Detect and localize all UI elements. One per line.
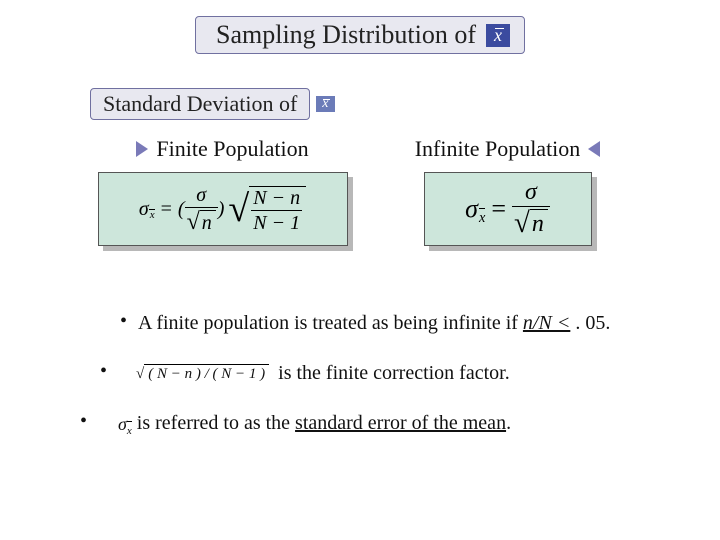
page-title-text: Sampling Distribution of: [216, 20, 476, 50]
col-title-infinite: Infinite Population: [415, 136, 581, 162]
fpc-den: N − 1: [251, 210, 302, 233]
subheader-pill: Standard Deviation of: [90, 88, 310, 120]
inline-radicand: ( N − n ) / ( N − 1 ): [144, 364, 269, 385]
frac-num-2: σ: [523, 180, 539, 206]
b3-sub: x: [127, 425, 132, 437]
inline-sigma-xbar: σx: [118, 413, 132, 436]
b2-text: is the finite correction factor.: [278, 362, 510, 384]
sqrt-n: √n: [187, 210, 216, 234]
b3-pre: is referred to as the: [137, 412, 295, 434]
formula-columns: Finite Population σx = ( σ √n ): [90, 136, 640, 246]
sqrt-fpc: √ N − n N − 1: [228, 186, 306, 233]
formula-finite-wrap: σx = ( σ √n ) √ N −: [98, 172, 348, 246]
sigma-xbar-lhs: σx: [139, 198, 155, 221]
page-title-row: Sampling Distribution of x: [0, 16, 720, 54]
equals-sign-2: =: [491, 194, 506, 224]
sigma-xbar-lhs-2: σx: [465, 194, 485, 224]
b3-term: standard error of the mean: [295, 412, 506, 434]
column-infinite: Infinite Population σx = σ √n: [375, 136, 640, 246]
page-title-pill: Sampling Distribution of x: [195, 16, 525, 54]
b3-post: .: [506, 412, 511, 434]
col-title-row-left: Finite Population: [136, 136, 308, 162]
subheader-row: Standard Deviation of x: [90, 88, 335, 120]
formula-infinite-wrap: σx = σ √n: [424, 172, 592, 246]
sigma-symbol: σ: [139, 198, 149, 220]
frac-num: σ: [194, 185, 208, 207]
frac-den: √n: [185, 207, 218, 234]
open-paren: (: [178, 198, 185, 221]
col-title-row-right: Infinite Population: [415, 136, 601, 162]
column-finite: Finite Population σx = ( σ √n ): [90, 136, 355, 246]
bullet-1-content: A finite population is treated as being …: [138, 310, 650, 336]
radicand-n: n: [200, 210, 216, 234]
bullet-dot-3: •: [80, 410, 118, 433]
frac-fpc: N − n N − 1: [251, 188, 302, 233]
col-title-finite: Finite Population: [156, 136, 308, 162]
sigma-symbol-2: σ: [465, 194, 478, 223]
b1-cond: n/N <: [523, 312, 570, 334]
bullet-3-content: σx is referred to as the standard error …: [118, 410, 650, 436]
formula-infinite: σx = σ √n: [424, 172, 592, 246]
bullet-2: • √( N − n ) / ( N − 1 ) is the finite c…: [100, 360, 650, 386]
bullet-3: • σx is referred to as the standard erro…: [80, 410, 650, 436]
xbar-chip-icon: x: [486, 24, 510, 47]
radicand-n-2: n: [530, 209, 548, 238]
triangle-right-icon: [136, 141, 148, 157]
bullet-1: • A finite population is treated as bein…: [120, 310, 650, 336]
xbar-small-icon: x: [316, 96, 334, 112]
bullet-2-content: √( N − n ) / ( N − 1 ) is the finite cor…: [132, 360, 650, 386]
triangle-left-icon: [588, 141, 600, 157]
frac-sigma-over-rootn: σ √n: [185, 185, 218, 234]
frac-infinite: σ √n: [512, 180, 550, 238]
subheader-text: Standard Deviation of: [103, 91, 297, 117]
bullet-dot: •: [120, 310, 138, 333]
bullet-dot-2: •: [100, 360, 132, 383]
close-paren: ): [218, 198, 225, 221]
b3-sigma: σ: [118, 414, 127, 434]
bullet-list: • A finite population is treated as bein…: [120, 310, 650, 460]
sqrt-n-2: √n: [514, 209, 548, 238]
inline-sqrt-fpc: √( N − n ) / ( N − 1 ): [136, 364, 269, 385]
frac-den-2: √n: [512, 206, 550, 238]
b1-pre: A finite population is treated as being …: [138, 312, 523, 334]
fpc-num: N − n: [251, 188, 302, 210]
radicand-fpc: N − n N − 1: [249, 186, 306, 233]
formula-finite: σx = ( σ √n ) √ N −: [98, 172, 348, 246]
sigma-sub: x: [150, 209, 155, 221]
b1-post: . 05.: [570, 312, 610, 334]
equals-sign: =: [161, 198, 172, 221]
sigma-sub-2: x: [479, 210, 485, 226]
